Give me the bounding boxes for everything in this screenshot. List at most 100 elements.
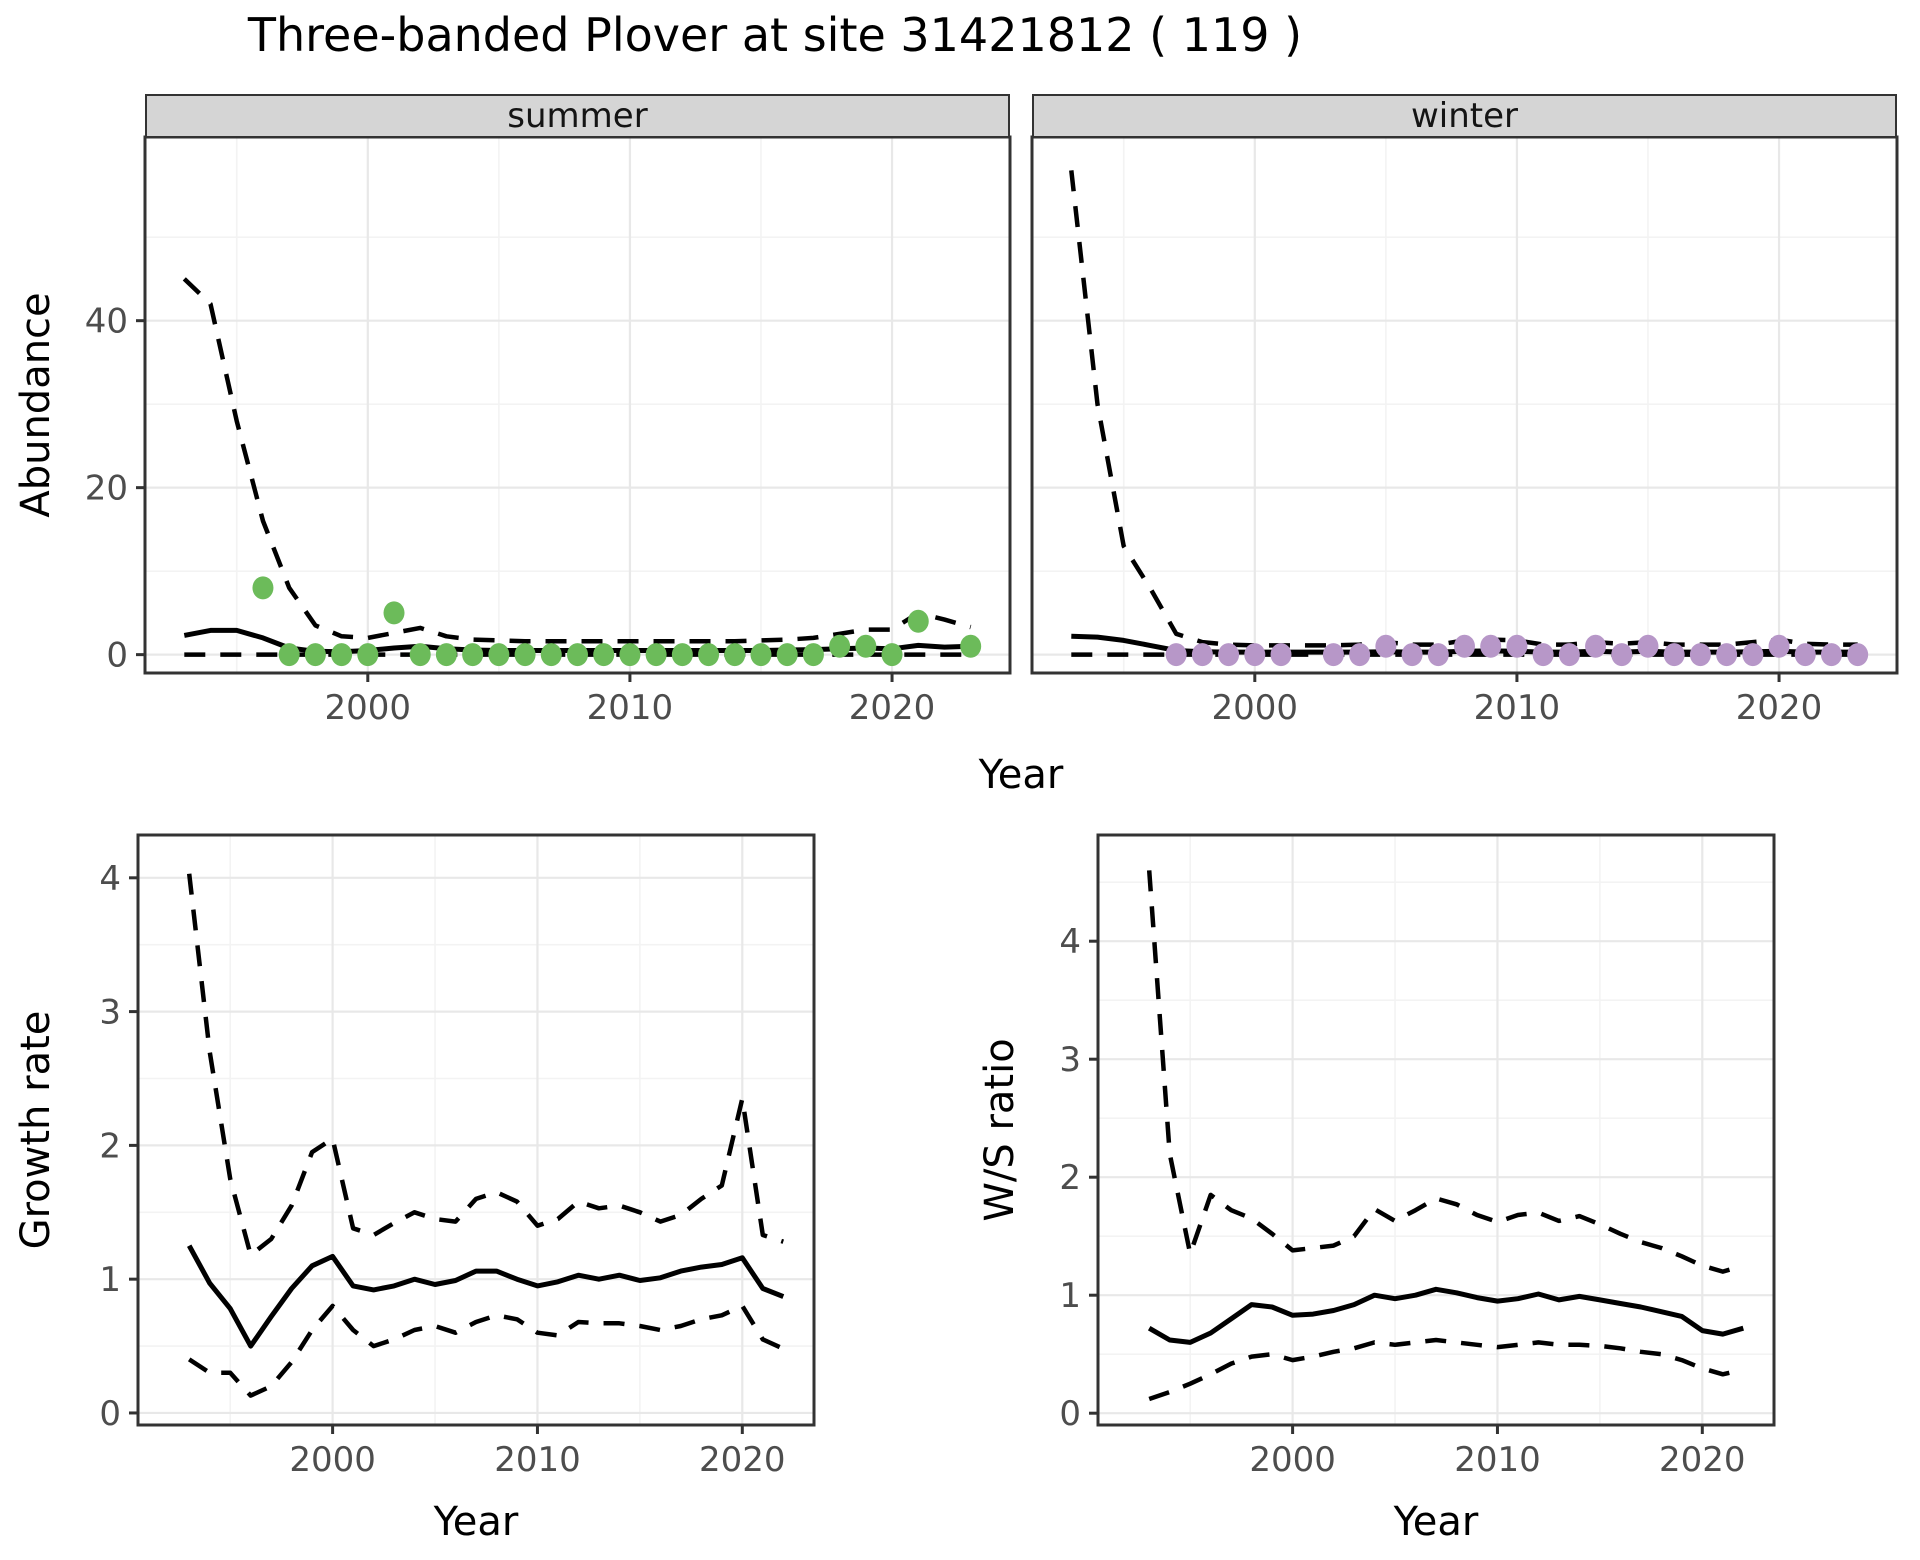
observed-point (724, 643, 746, 667)
observed-point (357, 643, 379, 667)
observed-point (1349, 643, 1371, 667)
observed-point (435, 643, 457, 667)
y-axis-title-growth: Growth rate (13, 1010, 59, 1250)
panel-abundance-winter-bg (1032, 137, 1897, 673)
lower_ci-line (187, 1303, 785, 1398)
y-tick-label: 20 (85, 469, 128, 509)
x-tick-label: 2000 (325, 688, 412, 728)
observed-point (645, 643, 667, 667)
observed-point (1244, 643, 1266, 667)
x-tick-label: 2020 (699, 1440, 786, 1480)
upper_ci-line (1146, 870, 1744, 1274)
observed-point (1611, 643, 1633, 667)
observed-point (383, 601, 405, 625)
x-tick-label: 2020 (1736, 688, 1823, 728)
y-tick-label: 3 (99, 993, 121, 1033)
observed-point (1506, 634, 1528, 658)
observed-point (802, 643, 824, 667)
observed-point (1768, 634, 1790, 658)
observed-point (540, 643, 562, 667)
x-tick-label: 2020 (849, 688, 936, 728)
observed-point (698, 643, 720, 667)
y-tick-label: 2 (99, 1126, 121, 1166)
observed-point (514, 643, 536, 667)
observed-point (829, 634, 851, 658)
figure-title: Three-banded Plover at site 31421812 ( 1… (247, 8, 1303, 62)
observed-point (1742, 643, 1764, 667)
x-tick-label: 2020 (1659, 1440, 1746, 1480)
lower_ci-line (1148, 1337, 1744, 1402)
y-tick-label: 0 (99, 1394, 121, 1434)
observed-point (331, 643, 353, 667)
x-axis-title-growth: Year (433, 1499, 519, 1545)
x-tick-label: 2010 (494, 1440, 581, 1480)
observed-point (409, 643, 431, 667)
observed-point (855, 634, 877, 658)
observed-point (278, 643, 300, 667)
y-tick-label: 1 (1059, 1276, 1081, 1316)
y-axis-title-ws: W/S ratio (977, 1038, 1023, 1222)
panel-abundance-winter-series (1069, 170, 1869, 667)
x-tick-label: 2000 (1212, 688, 1299, 728)
x-tick-label: 2000 (1249, 1440, 1336, 1480)
x-tick-label: 2000 (289, 1440, 376, 1480)
x-tick-label: 2010 (1454, 1440, 1541, 1480)
observed-point (1427, 643, 1449, 667)
observed-point (252, 576, 274, 600)
upper_ci-line (186, 873, 784, 1258)
panel-ws-ratio-series (1146, 870, 1744, 1402)
observed-point (462, 643, 484, 667)
observed-point (1794, 643, 1816, 667)
panel-growth-rate-series (186, 873, 785, 1398)
panel-ws-ratio-bg (1098, 835, 1774, 1425)
x-axis-title-ws: Year (1393, 1499, 1479, 1545)
panel-growth-rate-bg (138, 835, 814, 1425)
panel-abundance-summer-series (182, 277, 982, 667)
observed-point (1663, 643, 1685, 667)
panel-ws-ratio-border (1096, 833, 1776, 1427)
observed-point (960, 634, 982, 658)
observed-point (1532, 643, 1554, 667)
upper_ci-line (182, 277, 972, 644)
median-line (187, 1244, 785, 1349)
y-tick-label: 2 (1059, 1158, 1081, 1198)
observed-point (1322, 643, 1344, 667)
y-tick-label: 0 (1059, 1394, 1081, 1434)
observed-point (1218, 643, 1240, 667)
observed-point (1375, 634, 1397, 658)
y-tick-label: 40 (85, 302, 128, 342)
observed-point (1558, 643, 1580, 667)
y-axis-title-abundance: Abundance (13, 292, 59, 518)
observed-point (1820, 643, 1842, 667)
facet-strip-summer: summer (145, 94, 1010, 138)
observed-point (907, 609, 929, 633)
observed-point (488, 643, 510, 667)
observed-point (1270, 643, 1292, 667)
y-tick-label: 4 (99, 859, 121, 899)
y-tick-label: 0 (106, 636, 128, 676)
facet-strip-summer-label: summer (507, 96, 648, 136)
observed-point (619, 643, 641, 667)
observed-point (1191, 643, 1213, 667)
y-tick-label: 4 (1059, 922, 1081, 962)
observed-point (304, 643, 326, 667)
observed-point (1480, 634, 1502, 658)
observed-point (567, 643, 588, 667)
y-tick-label: 1 (99, 1260, 121, 1300)
observed-point (1454, 634, 1475, 658)
observed-point (750, 643, 772, 667)
observed-point (1165, 643, 1187, 667)
panel-growth-rate-border (136, 833, 816, 1427)
observed-point (1401, 643, 1423, 667)
y-tick-label: 3 (1059, 1040, 1081, 1080)
median-line (1147, 1286, 1744, 1345)
x-axis-title-top: Year (978, 752, 1064, 798)
observed-point (1585, 634, 1607, 658)
observed-point (881, 643, 903, 667)
observed-point (593, 643, 615, 667)
observed-point (1689, 643, 1711, 667)
panel-abundance-summer-bg (145, 137, 1010, 673)
observed-point (776, 643, 798, 667)
